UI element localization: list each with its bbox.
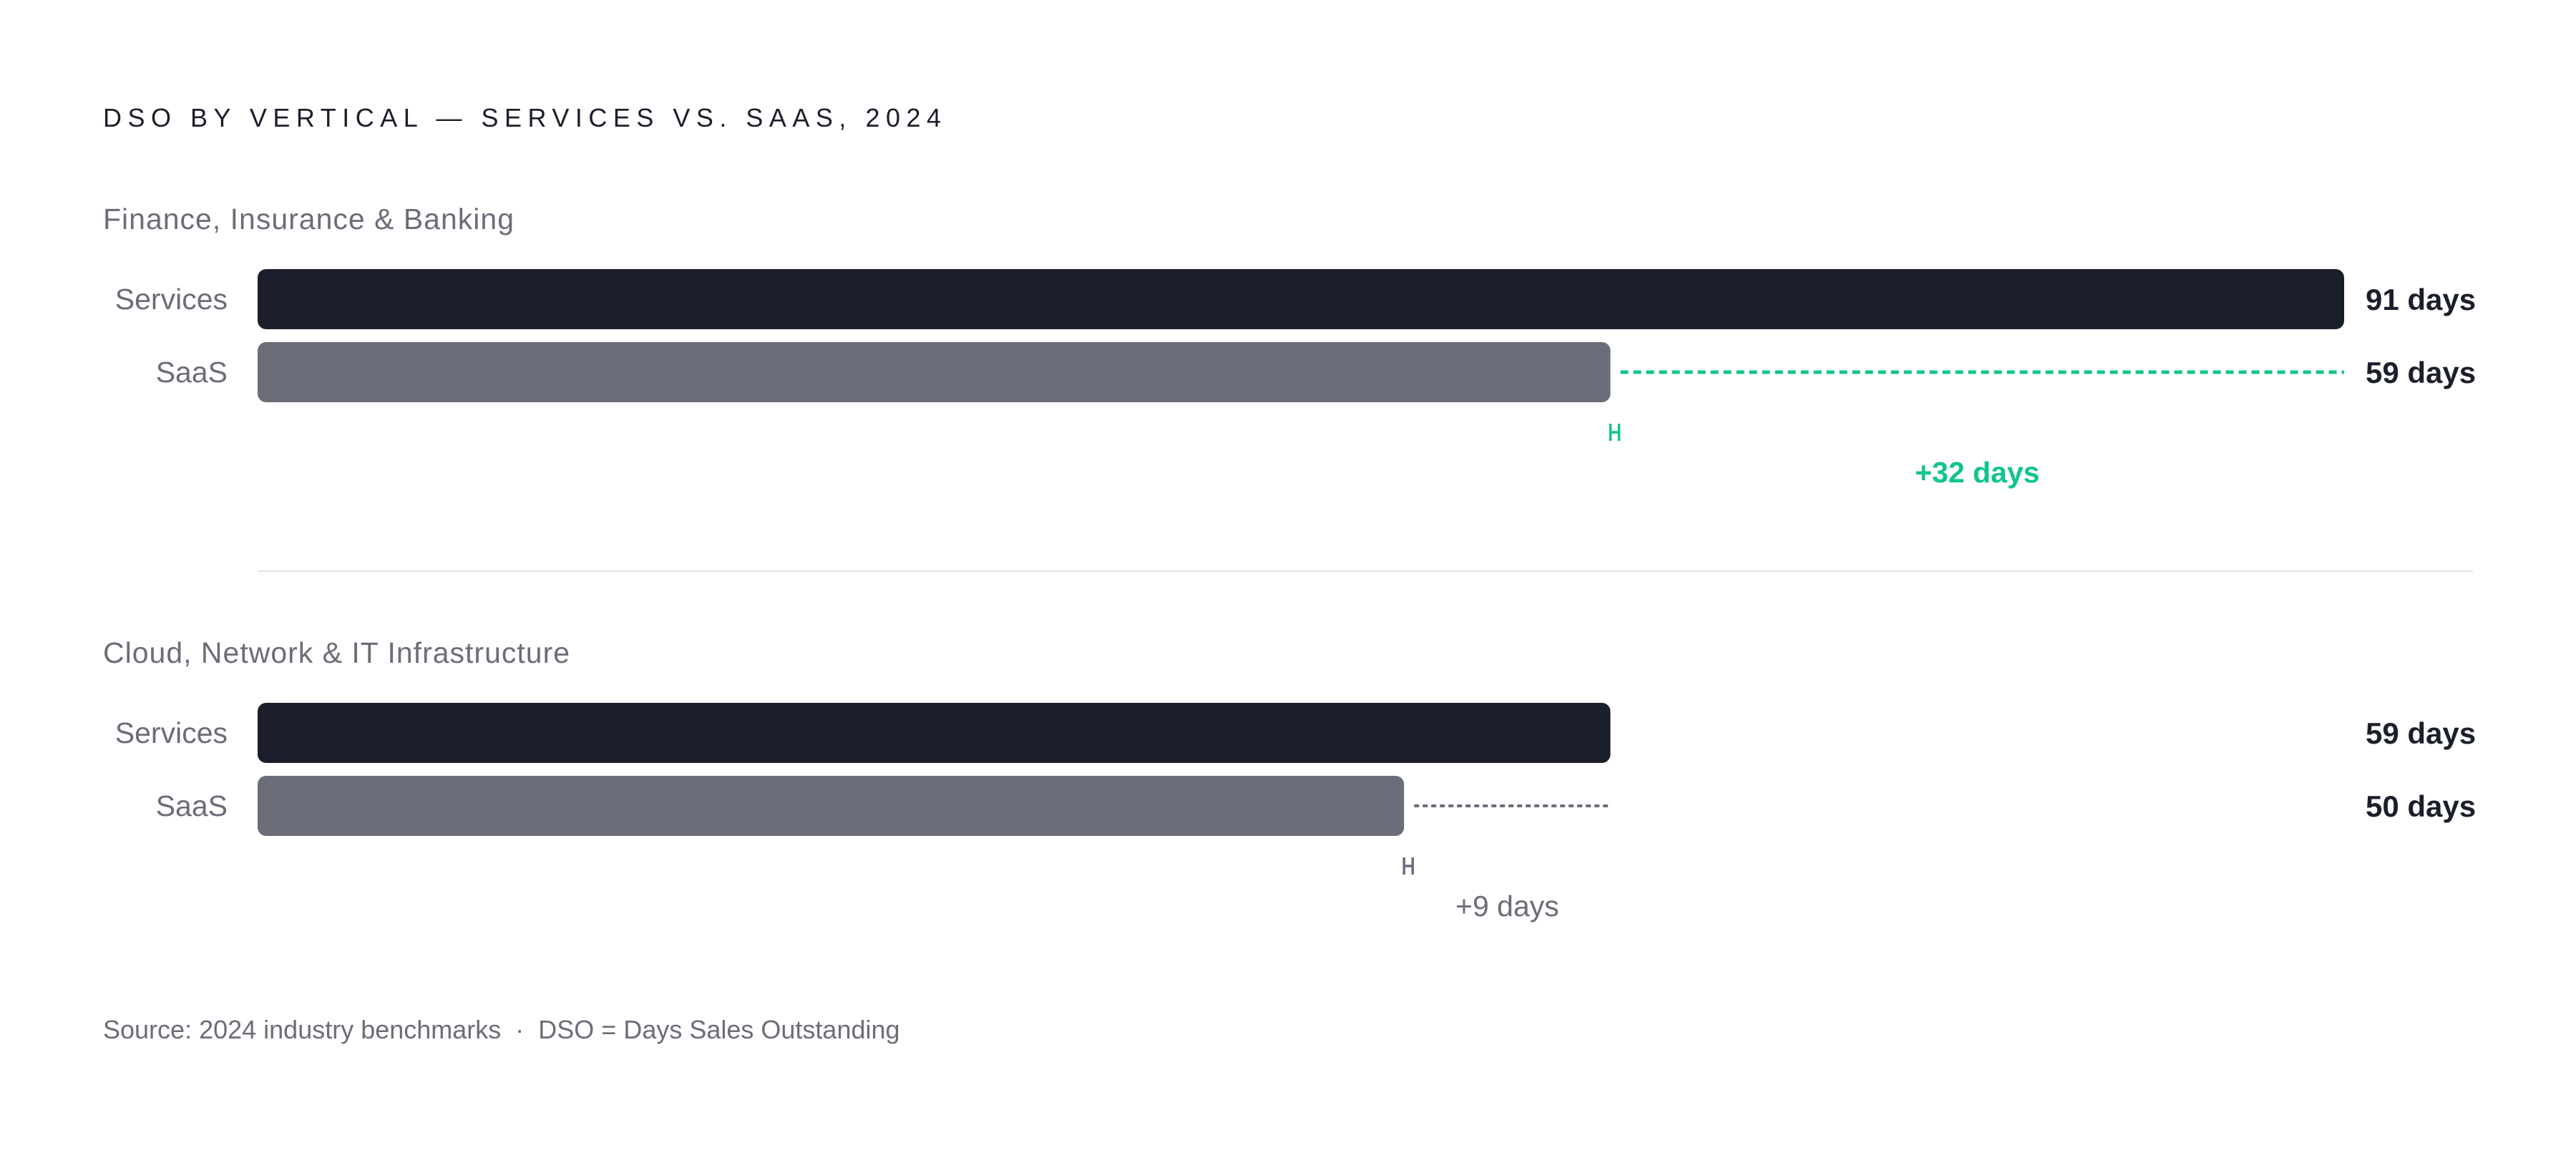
bar-saas — [258, 776, 1405, 836]
gap-bracket — [1609, 424, 1621, 441]
delta-label: +9 days — [1455, 890, 1559, 923]
row-label: SaaS — [156, 789, 228, 822]
bar-saas — [258, 342, 1611, 402]
value-label: 59 days — [2366, 356, 2476, 389]
group-1: Finance, Insurance & Banking Services 91 d… — [103, 203, 2476, 489]
value-label: 50 days — [2366, 789, 2476, 823]
value-label: 91 days — [2366, 283, 2476, 316]
source-note: Source: 2024 industry benchmarks · DSO =… — [103, 1015, 900, 1044]
bar-services — [258, 703, 1611, 763]
group-label: Finance, Insurance & Banking — [103, 203, 514, 235]
row-label: SaaS — [156, 356, 228, 389]
group-2: Cloud, Network & IT Infrastructure Servic… — [103, 636, 2476, 923]
chart-title: DSO BY VERTICAL — SERVICES VS. SAAS, 202… — [103, 103, 947, 132]
chart-groups: Finance, Insurance & Banking Services 91 d… — [103, 203, 2476, 923]
gap-bracket — [1402, 857, 1414, 875]
row-label: Services — [115, 283, 228, 316]
value-label: 59 days — [2366, 716, 2476, 750]
group-label: Cloud, Network & IT Infrastructure — [103, 636, 570, 669]
delta-label: +32 days — [1915, 456, 2039, 489]
bar-services — [258, 269, 2344, 329]
row-label: Services — [115, 716, 228, 749]
